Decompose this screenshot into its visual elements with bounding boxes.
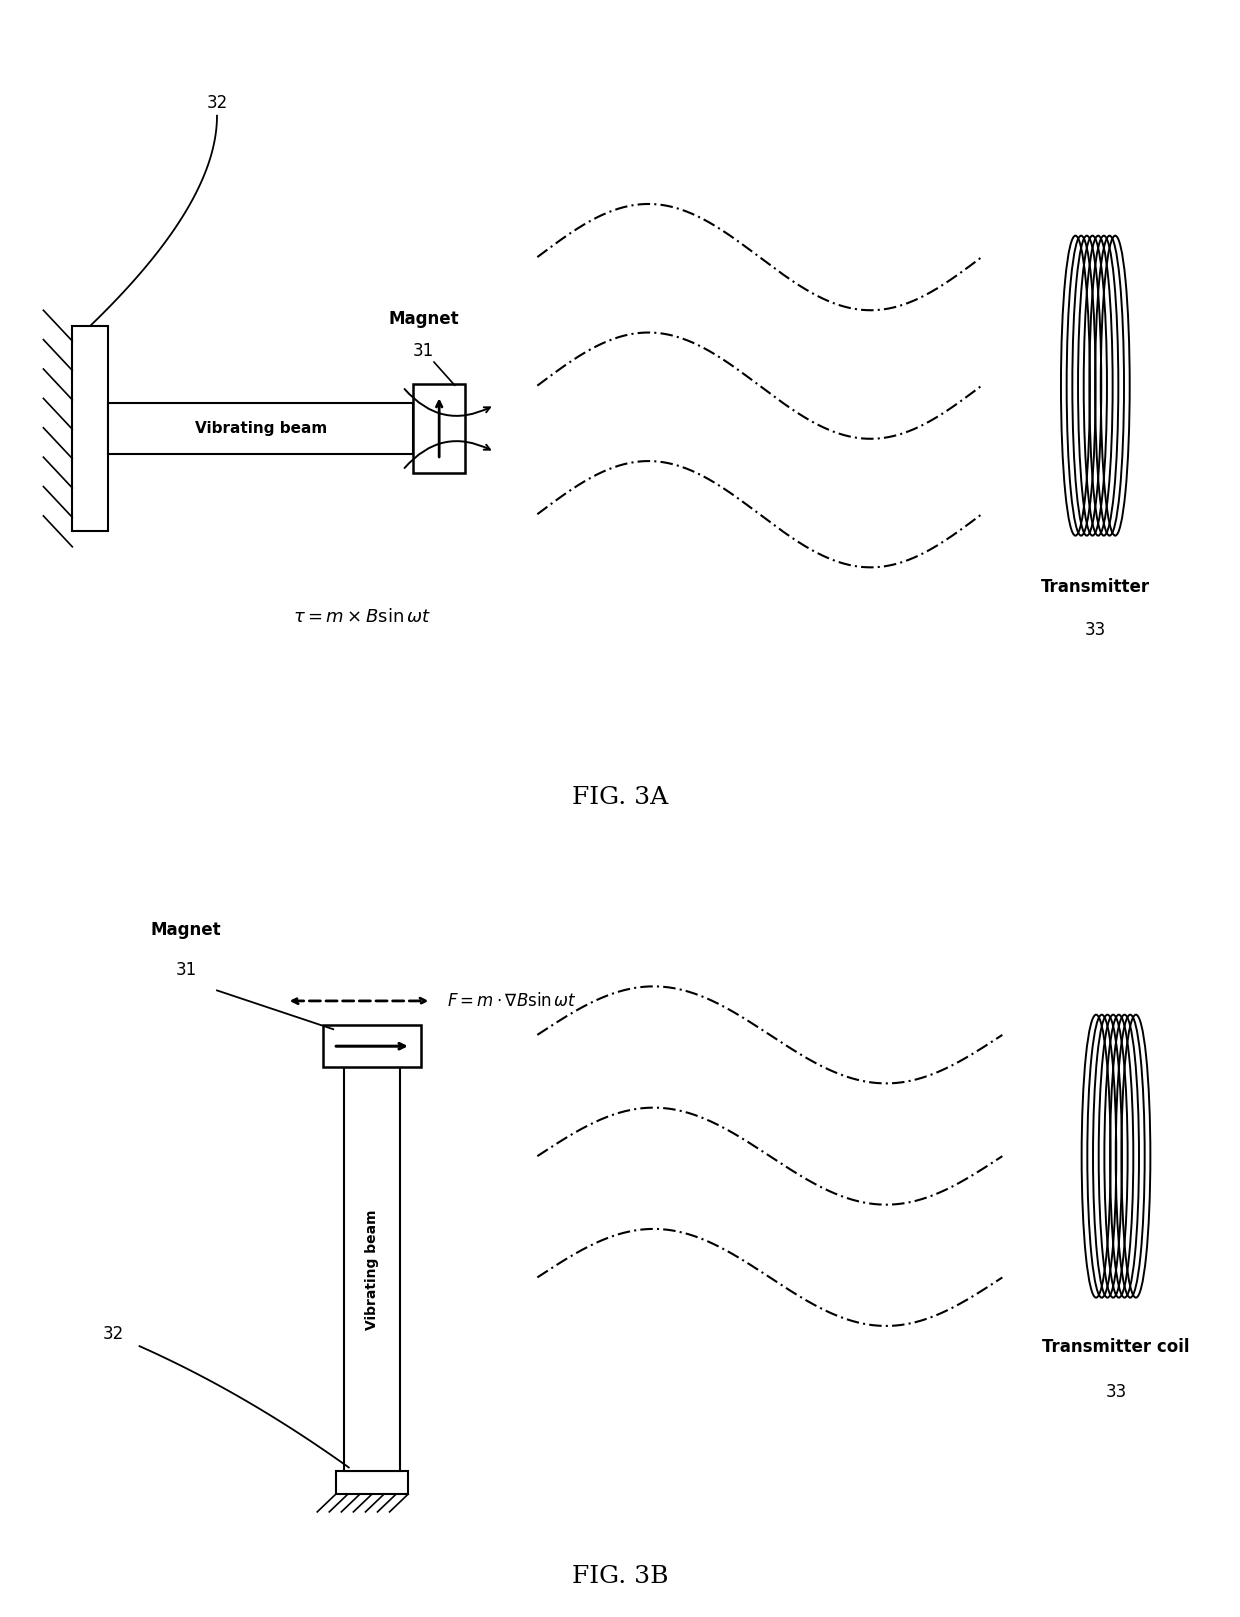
- Text: FIG. 3B: FIG. 3B: [572, 1565, 668, 1588]
- Text: 31: 31: [413, 341, 434, 359]
- Bar: [336, 1471, 408, 1494]
- Text: FIG. 3A: FIG. 3A: [572, 786, 668, 808]
- Text: Magnet: Magnet: [388, 310, 459, 328]
- Bar: [413, 383, 465, 474]
- Text: 33: 33: [1085, 621, 1106, 639]
- Text: $F = m\cdot\nabla B\sin\omega t$: $F = m\cdot\nabla B\sin\omega t$: [446, 991, 577, 1011]
- Text: 32: 32: [103, 1324, 124, 1344]
- Text: 31: 31: [175, 960, 197, 980]
- Text: Vibrating beam: Vibrating beam: [365, 1210, 379, 1329]
- Bar: [343, 1067, 401, 1471]
- Bar: [322, 1025, 422, 1067]
- Text: Vibrating beam: Vibrating beam: [195, 420, 327, 437]
- Text: Magnet: Magnet: [151, 920, 221, 939]
- Text: 32: 32: [206, 94, 228, 112]
- Bar: [108, 403, 413, 454]
- Text: $\tau = m \times B\sin\omega t$: $\tau = m \times B\sin\omega t$: [293, 608, 430, 626]
- Bar: [72, 325, 108, 532]
- Text: 33: 33: [1105, 1383, 1127, 1400]
- Text: Transmitter coil: Transmitter coil: [1043, 1337, 1189, 1357]
- Text: Transmitter: Transmitter: [1040, 579, 1149, 597]
